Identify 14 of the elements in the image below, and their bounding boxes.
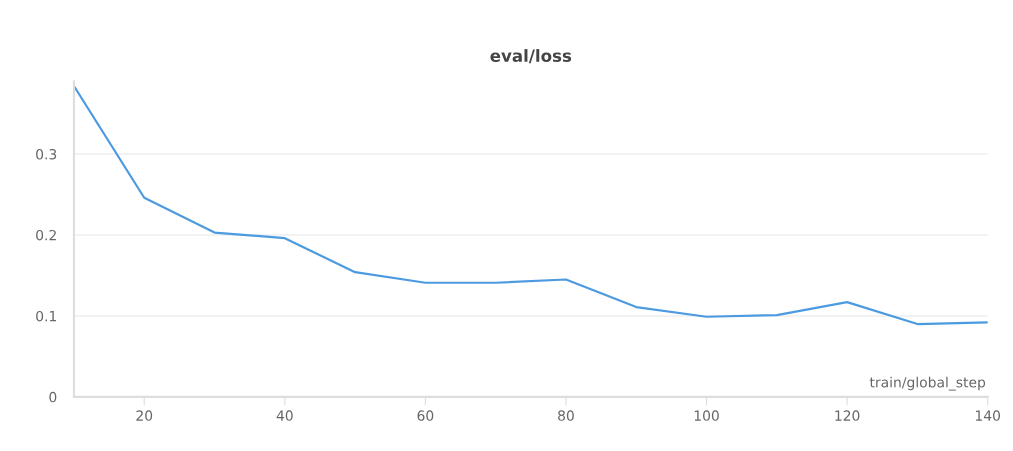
x-tick-label: 120 <box>835 410 860 421</box>
chart-title: eval/loss <box>490 49 572 64</box>
y-tick-label: 0.3 <box>36 149 57 160</box>
line-series <box>73 84 988 326</box>
x-tick-label: 40 <box>276 410 293 421</box>
x-tick-label: 100 <box>694 410 719 421</box>
x-tick-label: 60 <box>417 410 434 421</box>
x-axis-title: train/global_step <box>869 376 986 391</box>
x-tick-label: 80 <box>558 410 574 421</box>
y-tick-label: 0 <box>49 391 57 403</box>
y-tick-label: 0.1 <box>36 310 56 322</box>
y-tick-label: 0.2 <box>36 229 56 241</box>
x-tick-label: 20 <box>136 410 153 421</box>
x-tick-label: 140 <box>975 410 1001 421</box>
